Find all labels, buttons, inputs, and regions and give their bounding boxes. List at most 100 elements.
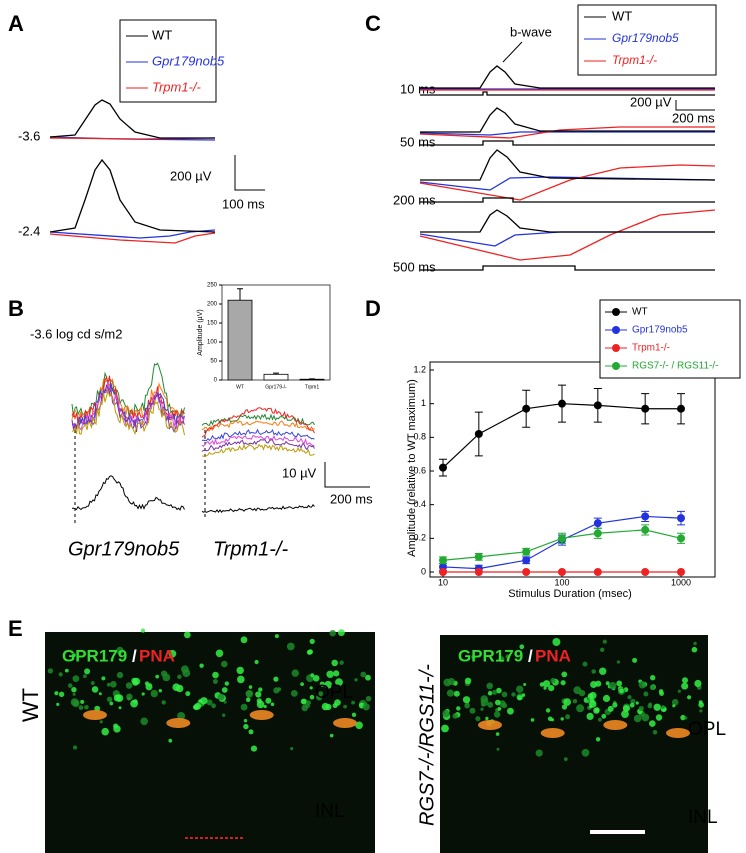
trace <box>201 420 315 432</box>
cell <box>469 707 476 714</box>
legend-text: WT <box>612 8 632 23</box>
trace <box>419 176 716 191</box>
cell <box>589 691 597 700</box>
stain-label: GPR179 <box>458 646 523 665</box>
cell <box>630 698 636 705</box>
legend-text: Gpr179nob5 <box>152 53 225 68</box>
x-tick-label: WT <box>236 384 244 390</box>
legend-text: Trpm1-/- <box>612 53 657 67</box>
cell <box>109 701 114 706</box>
cell <box>309 638 315 645</box>
cell <box>140 628 146 633</box>
cell <box>548 685 555 692</box>
cell <box>365 695 372 702</box>
cell <box>277 687 282 692</box>
panel-label: A <box>8 11 24 36</box>
cell <box>495 699 501 706</box>
cell <box>441 724 449 733</box>
y-axis-title: Amplitude (relative to WT maximum) <box>406 379 418 557</box>
cell <box>211 703 217 709</box>
cell <box>286 642 295 651</box>
stimulus-label: -3.6 log cd s/m2 <box>30 326 123 341</box>
cell <box>505 654 510 659</box>
cell <box>240 636 248 644</box>
cell <box>647 703 653 709</box>
cell <box>274 634 279 639</box>
cell <box>126 693 133 701</box>
point <box>677 404 685 413</box>
cell <box>56 702 60 707</box>
stain-label: / <box>132 646 137 665</box>
cell <box>215 649 224 658</box>
cell <box>84 705 89 710</box>
cell <box>607 705 614 712</box>
cell <box>329 630 336 637</box>
panel-label: E <box>8 616 23 641</box>
point <box>439 568 447 576</box>
cell <box>309 694 315 700</box>
y-tick-label: 50 <box>210 359 217 365</box>
terminal <box>603 720 628 730</box>
cell <box>64 668 69 673</box>
legend-text: WT <box>152 27 172 42</box>
trace <box>419 126 715 139</box>
point <box>677 514 685 523</box>
cell <box>183 631 191 639</box>
layer-label: INL <box>315 801 345 822</box>
cell <box>72 745 78 750</box>
trace <box>201 407 315 438</box>
cell <box>221 687 228 693</box>
point <box>558 399 566 408</box>
cell <box>563 698 571 706</box>
layer-label: OPL <box>315 682 353 703</box>
cell <box>593 707 600 714</box>
bar <box>263 373 289 381</box>
trace <box>49 158 216 233</box>
cell <box>677 689 681 693</box>
trace <box>420 65 715 89</box>
cell <box>447 678 455 685</box>
cell <box>581 748 590 757</box>
panel-label: D <box>365 296 381 321</box>
cell <box>58 672 63 677</box>
cell <box>172 683 180 691</box>
cell <box>116 646 124 655</box>
cell <box>601 713 607 719</box>
cell <box>224 681 229 686</box>
cell <box>67 683 73 688</box>
trace <box>419 131 715 136</box>
cell <box>511 692 516 697</box>
cells <box>47 628 704 761</box>
point <box>474 429 483 438</box>
cell <box>565 714 571 720</box>
cell <box>638 705 644 712</box>
stain-label: GPR179 <box>62 646 127 665</box>
cell <box>309 686 313 690</box>
cell <box>496 747 500 751</box>
cell <box>331 659 339 667</box>
stimulus <box>420 197 715 203</box>
cell <box>561 671 568 678</box>
trace <box>420 107 715 133</box>
trace <box>201 428 315 442</box>
cell <box>212 671 219 679</box>
cell <box>248 729 254 735</box>
cell <box>321 702 330 711</box>
legend-text: Trpm1-/- <box>152 79 202 94</box>
cell <box>243 723 249 730</box>
cell <box>493 711 501 718</box>
cell <box>263 704 267 709</box>
micrograph <box>440 635 708 853</box>
cell <box>487 690 493 696</box>
cell <box>240 703 248 711</box>
error-bar <box>237 288 243 301</box>
trace <box>201 503 315 513</box>
cell <box>475 716 481 722</box>
cell <box>576 704 585 713</box>
cell <box>98 692 102 696</box>
cell <box>543 686 547 690</box>
cell <box>351 712 357 717</box>
y-tick-label: 0.4 <box>413 499 426 509</box>
cell <box>650 675 656 681</box>
